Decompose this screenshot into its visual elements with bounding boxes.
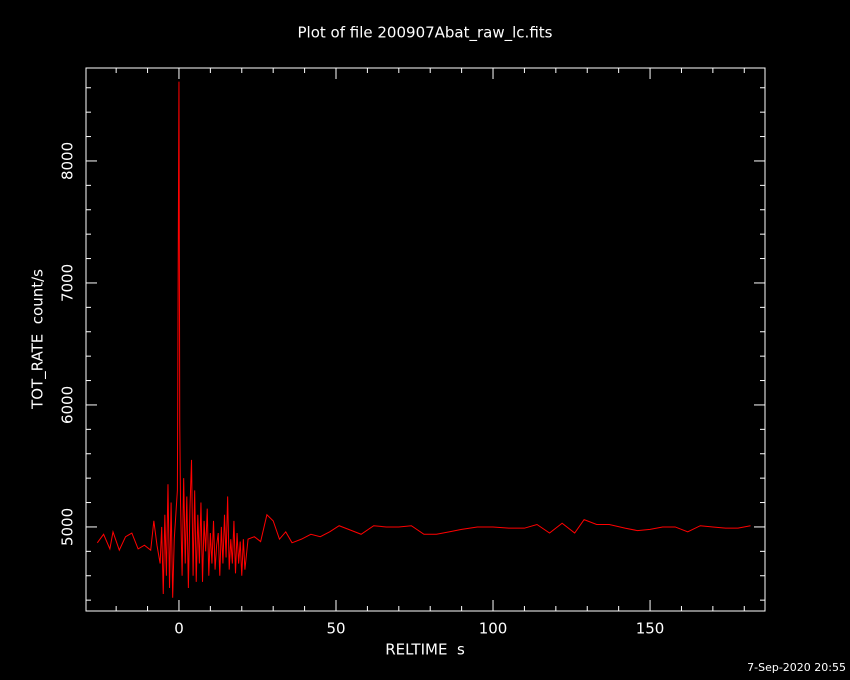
x-tick-label: 50 bbox=[326, 620, 345, 638]
x-tick-label: 0 bbox=[174, 620, 184, 638]
timestamp: 7-Sep-2020 20:55 bbox=[747, 661, 846, 674]
data-line bbox=[96, 81, 751, 598]
plot-frame bbox=[85, 67, 766, 612]
x-axis-label: RELTIME s bbox=[385, 641, 465, 659]
y-axis-label: TOT_RATE count/s bbox=[29, 269, 48, 410]
x-tick-label: 150 bbox=[636, 620, 665, 638]
y-tick-label: 7000 bbox=[59, 264, 77, 302]
y-tick-label: 8000 bbox=[59, 142, 77, 180]
y-tick-label: 5000 bbox=[59, 508, 77, 546]
chart-title: Plot of file 200907Abat_raw_lc.fits bbox=[298, 24, 553, 43]
x-tick-label: 100 bbox=[479, 620, 508, 638]
y-tick-label: 6000 bbox=[59, 386, 77, 424]
